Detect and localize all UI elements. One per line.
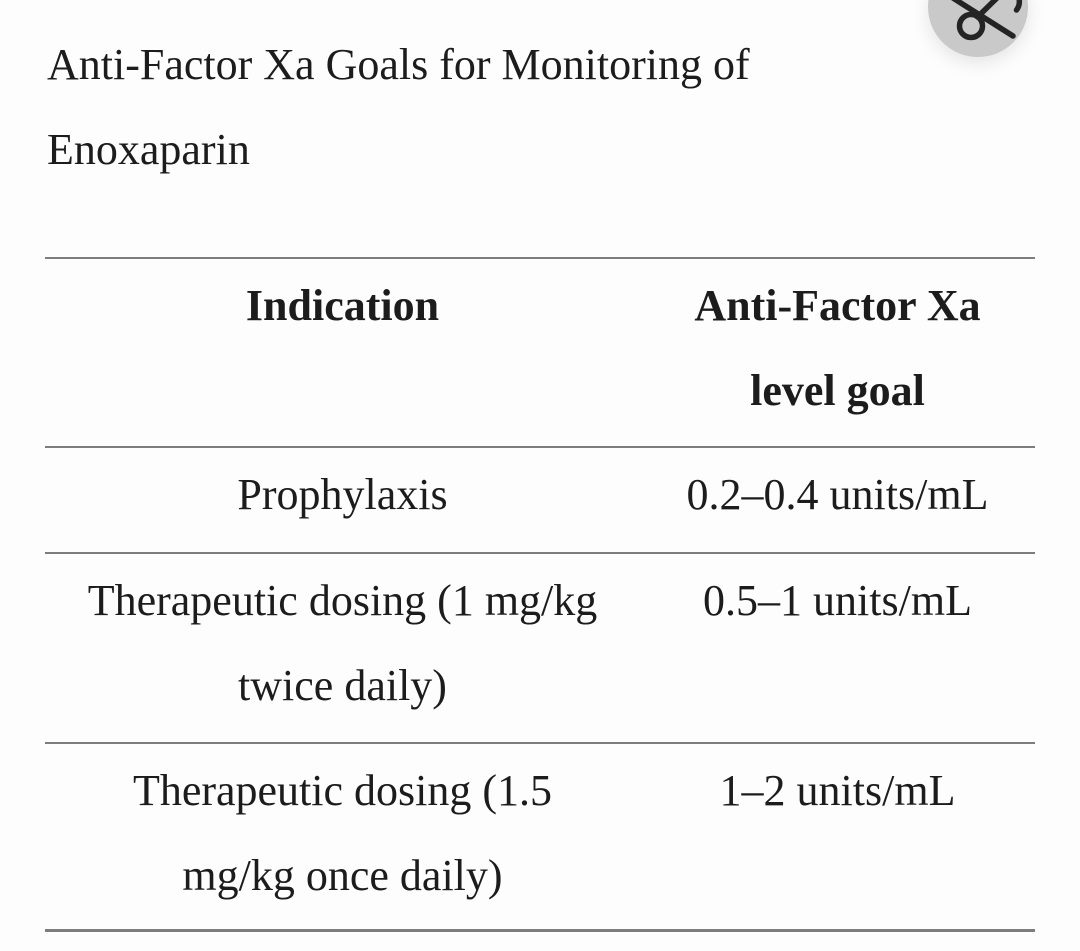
cell-level-goal: 0.5–1 units/mL xyxy=(640,552,1035,743)
cell-level-goal: 1–2 units/mL xyxy=(640,742,1035,932)
cell-indication: Therapeutic dosing (1.5 mg/kg once daily… xyxy=(45,742,640,932)
table-row: Therapeutic dosing (1 mg/kg twice daily)… xyxy=(45,552,1035,743)
page-title: Anti-Factor Xa Goals for Monitoring of E… xyxy=(47,40,750,175)
header-anti-factor-xa-level-goal: Anti-Factor Xa level goal xyxy=(640,257,1035,447)
cell-indication: Prophylaxis xyxy=(45,446,640,553)
table-header-row: Indication Anti-Factor Xa level goal xyxy=(45,257,1035,447)
clip-button[interactable] xyxy=(928,0,1028,57)
cell-indication: Therapeutic dosing (1 mg/kg twice daily) xyxy=(45,552,640,743)
table-row: Prophylaxis 0.2–0.4 units/mL xyxy=(45,446,1035,553)
cell-level-goal: 0.2–0.4 units/mL xyxy=(640,446,1035,553)
anti-factor-xa-goals-table: Indication Anti-Factor Xa level goal Pro… xyxy=(45,257,1035,932)
header-indication: Indication xyxy=(45,257,640,447)
table-row: Therapeutic dosing (1.5 mg/kg once daily… xyxy=(45,742,1035,932)
